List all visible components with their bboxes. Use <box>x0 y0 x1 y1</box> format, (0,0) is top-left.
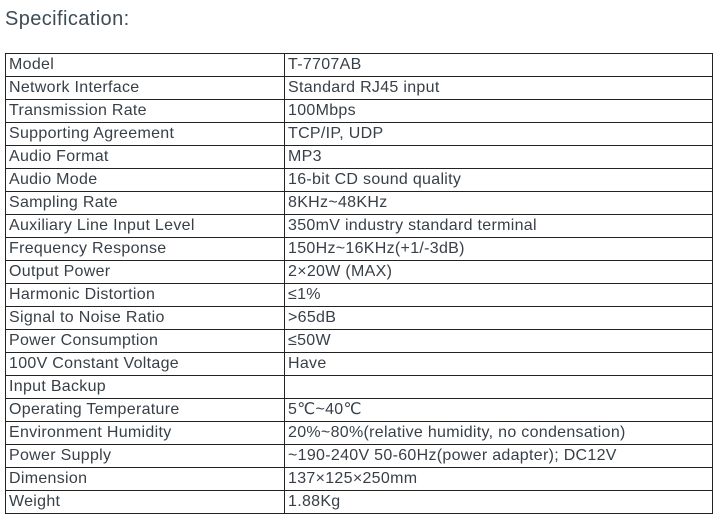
spec-value-cell: TCP/IP, UDP <box>284 122 713 146</box>
spec-label-cell: Input Backup <box>5 375 285 399</box>
table-row: Frequency Response 150Hz~16KHz(+1/-3dB) <box>5 237 713 261</box>
spec-label-cell: Auxiliary Line Input Level <box>5 214 285 238</box>
table-row: Power Supply ~190-240V 50-60Hz(power ada… <box>5 444 713 468</box>
spec-value-cell: Standard RJ45 input <box>284 76 713 100</box>
table-row: Weight 1.88Kg <box>5 490 713 514</box>
table-row: Audio Format MP3 <box>5 145 713 169</box>
table-row: Audio Mode 16-bit CD sound quality <box>5 168 713 192</box>
table-row: Operating Temperature 5℃~40℃ <box>5 398 713 422</box>
page-title: Specification: <box>5 8 130 30</box>
table-row: Dimension 137×125×250mm <box>5 467 713 491</box>
spec-value-cell: 8KHz~48KHz <box>284 191 713 215</box>
spec-label-cell: Power Consumption <box>5 329 285 353</box>
spec-value-cell: ≤1% <box>284 283 713 307</box>
spec-label-cell: Network Interface <box>5 76 285 100</box>
spec-value-cell: 5℃~40℃ <box>284 398 713 422</box>
spec-value-cell: ~190-240V 50-60Hz(power adapter); DC12V <box>284 444 713 468</box>
table-row: Transmission Rate 100Mbps <box>5 99 713 123</box>
spec-value-cell: >65dB <box>284 306 713 330</box>
table-row: Signal to Noise Ratio >65dB <box>5 306 713 330</box>
table-row: Model T-7707AB <box>5 53 713 77</box>
table-row: Environment Humidity 20%~80%(relative hu… <box>5 421 713 445</box>
spec-label-cell: Power Supply <box>5 444 285 468</box>
spec-value-cell: 150Hz~16KHz(+1/-3dB) <box>284 237 713 261</box>
spec-value-cell: 16-bit CD sound quality <box>284 168 713 192</box>
spec-label-cell: Signal to Noise Ratio <box>5 306 285 330</box>
spec-value-cell <box>284 375 713 399</box>
spec-value-cell: 350mV industry standard terminal <box>284 214 713 238</box>
spec-label-cell: Weight <box>5 490 285 514</box>
spec-value-cell: ≤50W <box>284 329 713 353</box>
table-row: Sampling Rate 8KHz~48KHz <box>5 191 713 215</box>
spec-label-cell: Model <box>5 53 285 77</box>
specification-table-body: Model T-7707AB Network Interface Standar… <box>5 53 713 514</box>
table-row: 100V Constant Voltage Have <box>5 352 713 376</box>
spec-label-cell: 100V Constant Voltage <box>5 352 285 376</box>
spec-value-cell: 20%~80%(relative humidity, no condensati… <box>284 421 713 445</box>
spec-value-cell: T-7707AB <box>284 53 713 77</box>
specification-table: Model T-7707AB Network Interface Standar… <box>5 53 713 514</box>
spec-label-cell: Harmonic Distortion <box>5 283 285 307</box>
spec-label-cell: Transmission Rate <box>5 99 285 123</box>
spec-label-cell: Output Power <box>5 260 285 284</box>
spec-value-cell: 137×125×250mm <box>284 467 713 491</box>
table-row: Supporting Agreement TCP/IP, UDP <box>5 122 713 146</box>
table-row: Auxiliary Line Input Level 350mV industr… <box>5 214 713 238</box>
table-row: Output Power 2×20W (MAX) <box>5 260 713 284</box>
spec-label-cell: Frequency Response <box>5 237 285 261</box>
spec-label-cell: Supporting Agreement <box>5 122 285 146</box>
spec-label-cell: Dimension <box>5 467 285 491</box>
spec-value-cell: 100Mbps <box>284 99 713 123</box>
spec-label-cell: Audio Mode <box>5 168 285 192</box>
spec-value-cell: 2×20W (MAX) <box>284 260 713 284</box>
table-row: Input Backup <box>5 375 713 399</box>
spec-value-cell: Have <box>284 352 713 376</box>
table-row: Network Interface Standard RJ45 input <box>5 76 713 100</box>
spec-label-cell: Sampling Rate <box>5 191 285 215</box>
table-row: Harmonic Distortion ≤1% <box>5 283 713 307</box>
spec-value-cell: MP3 <box>284 145 713 169</box>
table-row: Power Consumption ≤50W <box>5 329 713 353</box>
spec-value-cell: 1.88Kg <box>284 490 713 514</box>
spec-label-cell: Environment Humidity <box>5 421 285 445</box>
spec-label-cell: Operating Temperature <box>5 398 285 422</box>
spec-label-cell: Audio Format <box>5 145 285 169</box>
